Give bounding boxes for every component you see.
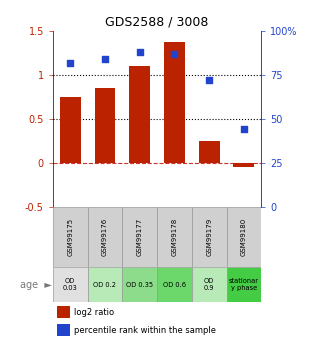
Bar — [122, 207, 157, 267]
Bar — [122, 267, 157, 303]
Text: age  ►: age ► — [20, 280, 52, 290]
Bar — [53, 267, 88, 303]
Bar — [95, 88, 115, 162]
Bar — [157, 207, 192, 267]
Point — [68, 60, 73, 66]
Text: GSM99180: GSM99180 — [241, 218, 247, 256]
Text: GSM99179: GSM99179 — [206, 218, 212, 256]
Bar — [199, 141, 220, 162]
Bar — [53, 207, 88, 267]
Text: GSM99175: GSM99175 — [67, 218, 73, 256]
Point — [137, 49, 142, 55]
Point — [241, 127, 246, 132]
Text: OD 0.2: OD 0.2 — [94, 282, 116, 288]
Text: GSM99178: GSM99178 — [171, 218, 177, 256]
Text: OD 0.35: OD 0.35 — [126, 282, 153, 288]
Text: stationar
y phase: stationar y phase — [229, 278, 259, 291]
Bar — [192, 207, 226, 267]
Text: log2 ratio: log2 ratio — [74, 308, 114, 317]
Bar — [234, 162, 254, 167]
Bar — [226, 207, 261, 267]
Text: percentile rank within the sample: percentile rank within the sample — [74, 326, 216, 335]
Bar — [57, 324, 70, 336]
Bar — [57, 306, 70, 318]
Text: OD
0.03: OD 0.03 — [63, 278, 78, 291]
Bar — [226, 267, 261, 303]
Bar — [164, 42, 185, 162]
Bar — [129, 66, 150, 162]
Point — [103, 56, 108, 62]
Bar — [192, 267, 226, 303]
Bar — [88, 207, 122, 267]
Text: GSM99177: GSM99177 — [137, 218, 143, 256]
Point — [207, 77, 211, 83]
Text: OD
0.9: OD 0.9 — [204, 278, 214, 291]
Point — [172, 51, 177, 57]
Title: GDS2588 / 3008: GDS2588 / 3008 — [105, 16, 209, 29]
Bar — [88, 267, 122, 303]
Text: GSM99176: GSM99176 — [102, 218, 108, 256]
Bar — [157, 267, 192, 303]
Bar — [60, 97, 81, 162]
Text: OD 0.6: OD 0.6 — [163, 282, 186, 288]
